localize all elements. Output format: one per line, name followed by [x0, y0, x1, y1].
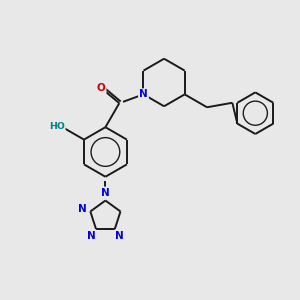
- Text: HO: HO: [49, 122, 64, 131]
- Text: N: N: [139, 89, 148, 99]
- Text: N: N: [115, 231, 124, 241]
- Text: N: N: [101, 188, 110, 198]
- Text: O: O: [97, 83, 105, 93]
- Text: N: N: [87, 231, 96, 241]
- Text: N: N: [78, 204, 87, 214]
